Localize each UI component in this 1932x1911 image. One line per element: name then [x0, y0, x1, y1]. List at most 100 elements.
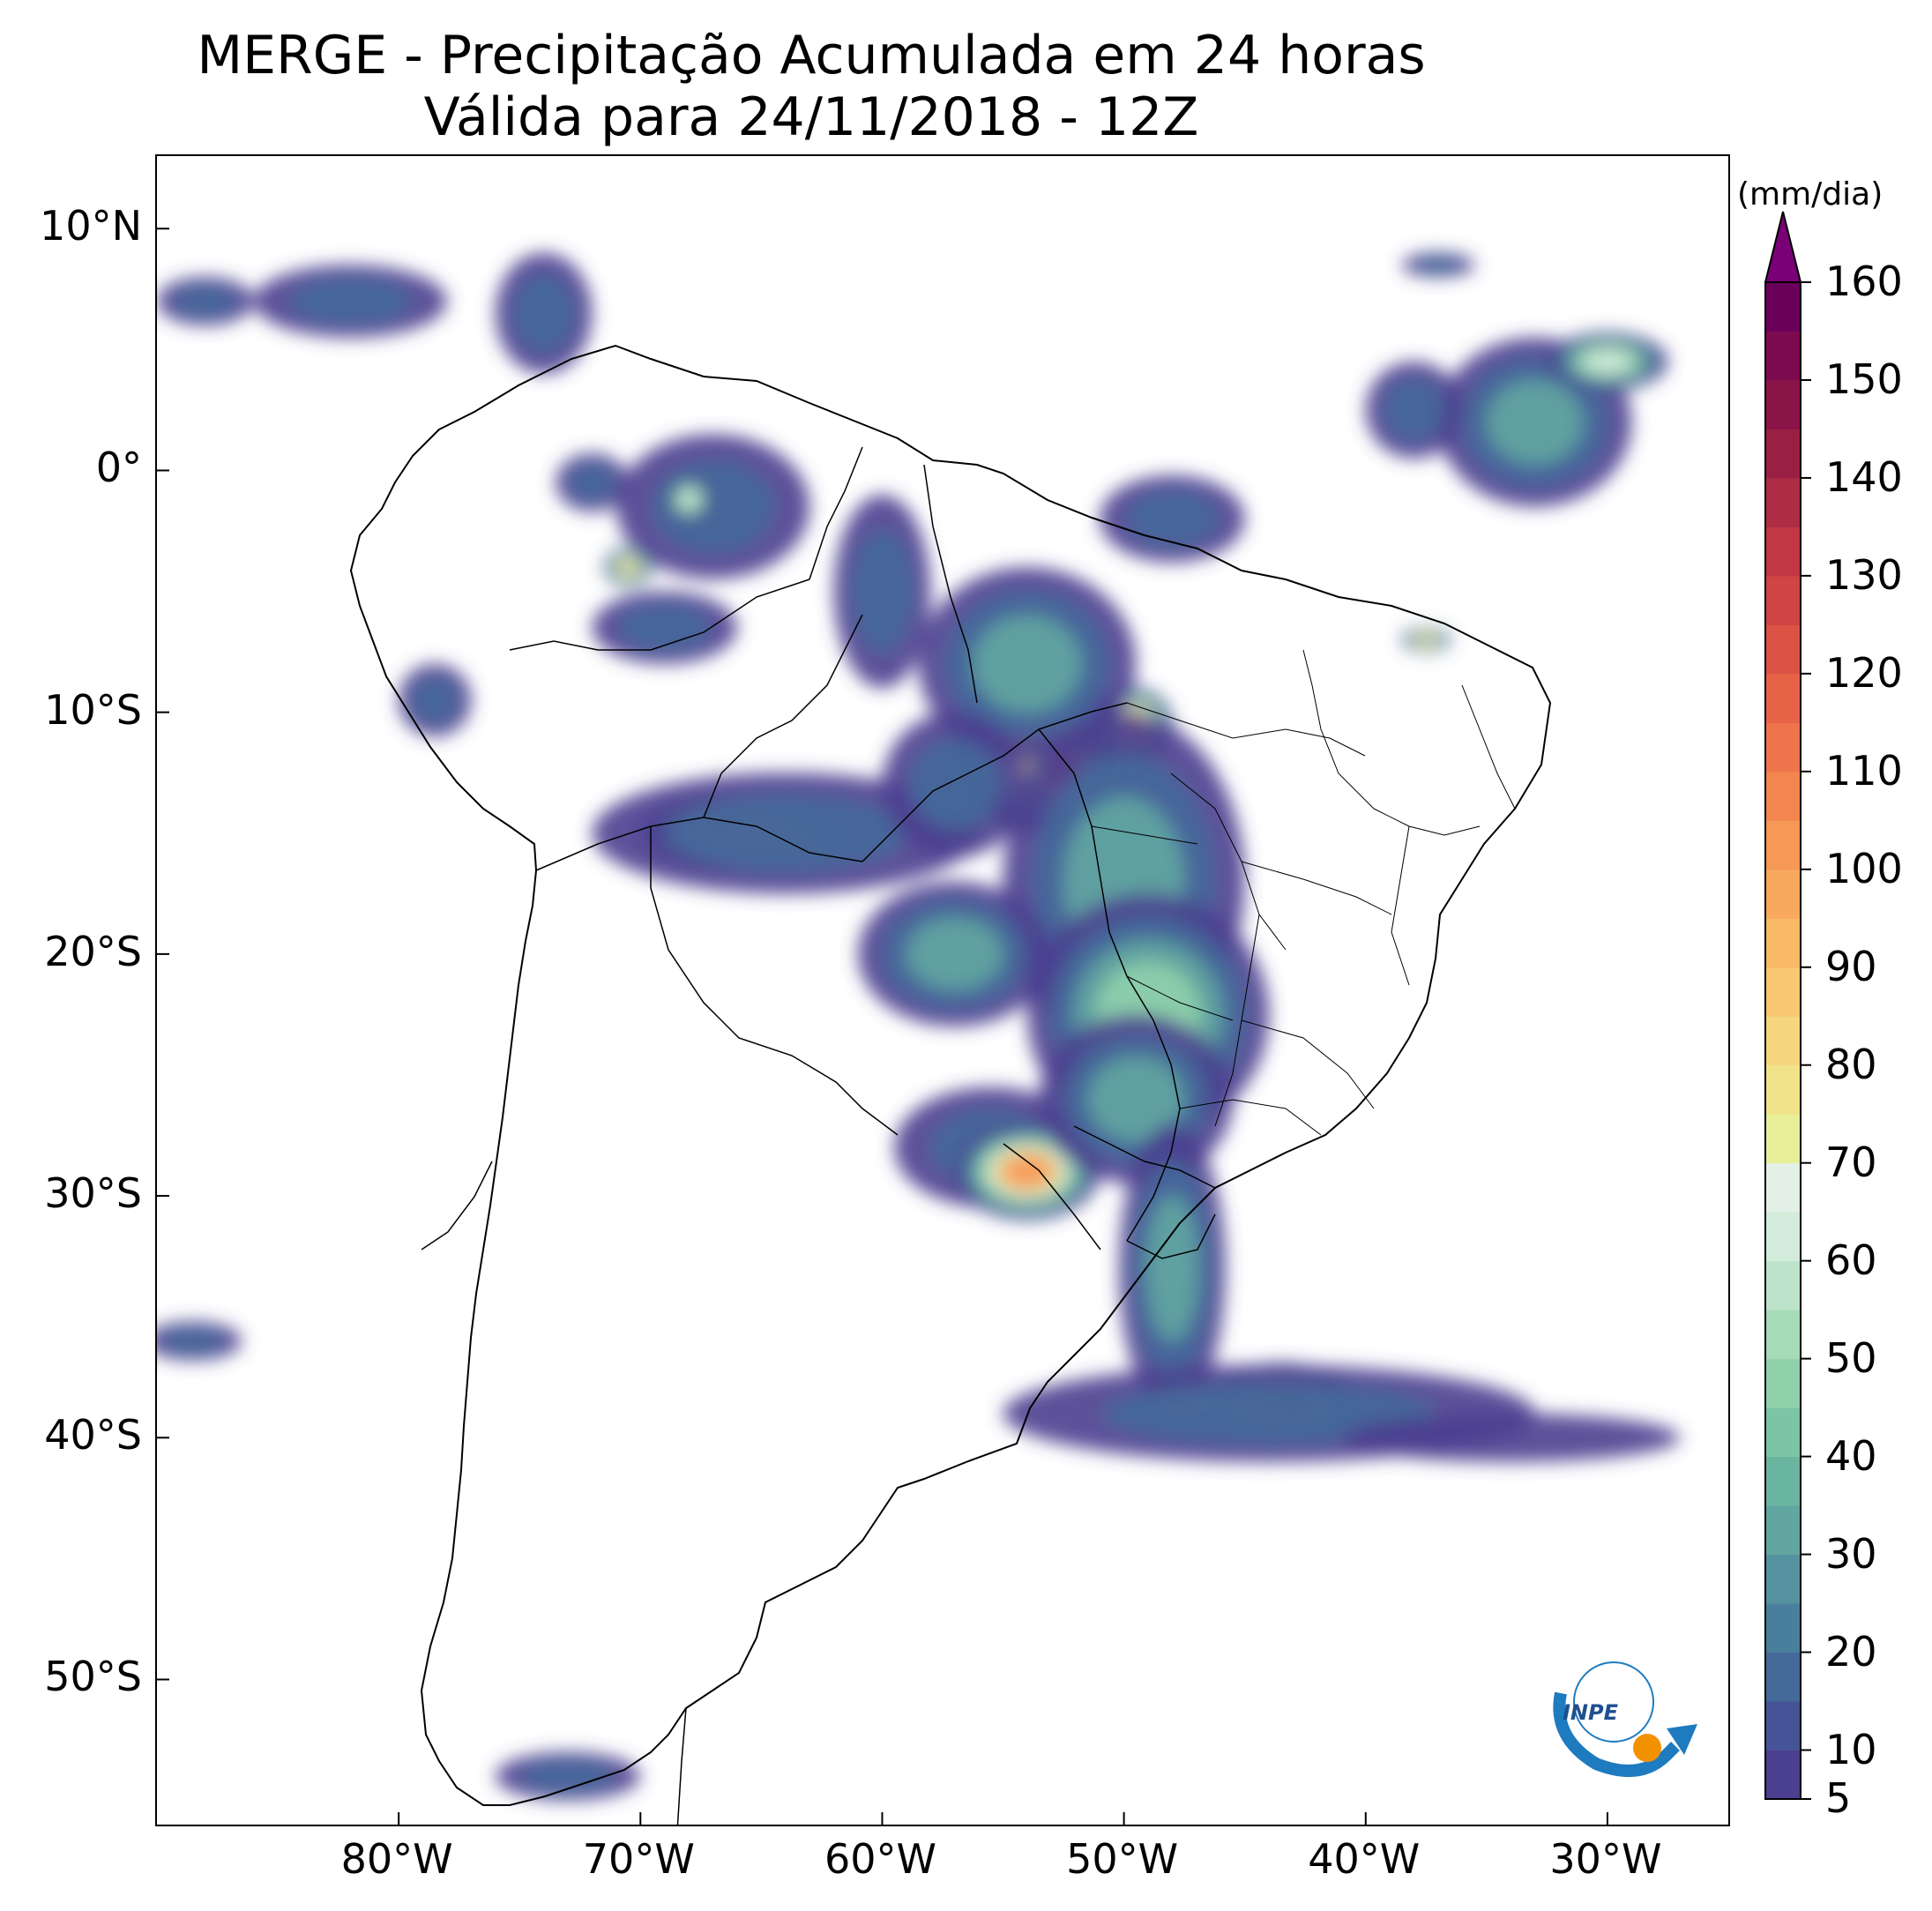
colorbar-band: [1765, 1358, 1801, 1408]
country-borders: [421, 446, 1216, 1825]
map-canvas[interactable]: [157, 156, 1728, 1825]
map-title: MERGE - Precipitação Acumulada em 24 hor…: [197, 25, 1426, 86]
colorbar-band: [1765, 673, 1801, 723]
colorbar-frame: [1764, 281, 1801, 1800]
precip-cell-37-level-15: [852, 531, 913, 653]
colorbar-band: [1765, 477, 1801, 527]
precip-cell-21-level-60: [679, 489, 699, 510]
colorbar-tick-label: 150: [1825, 355, 1903, 403]
colorbar-tick-label: 5: [1825, 1774, 1852, 1822]
colorbar-band: [1765, 429, 1801, 479]
precip-cell-29-level-15: [1384, 379, 1444, 441]
precip-cell-35-level-15: [522, 1761, 614, 1792]
colorbar-band: [1765, 526, 1801, 577]
precip-cell-9-level-30: [906, 917, 1003, 990]
lon-tick-label: 60°W: [824, 1835, 936, 1883]
precip-cell-14-level-30: [1145, 1196, 1199, 1341]
colorbar-tick-label: 70: [1825, 1138, 1877, 1186]
colorbar-band: [1765, 869, 1801, 919]
colorbar-tick-label: 80: [1825, 1040, 1877, 1088]
colorbar-band: [1765, 1064, 1801, 1115]
precip-cell-27-level-30: [1486, 379, 1584, 465]
lat-tick-label: 0°: [95, 444, 142, 492]
colorbar-band: [1765, 624, 1801, 675]
precip-cell-19-level-5: [1341, 1413, 1681, 1462]
precip-cell-36-level-15: [569, 464, 615, 501]
colorbar-band: [1765, 1310, 1801, 1360]
lon-tick-label: 70°W: [582, 1835, 695, 1883]
colorbar-band: [1765, 331, 1801, 381]
lat-tick-label: 40°S: [44, 1411, 142, 1459]
precip-cell-33-level-15: [412, 677, 458, 723]
precip-cell-8-level-15: [664, 795, 906, 871]
colorbar-tick-label: 160: [1825, 258, 1903, 305]
precip-cell-25-level-15: [289, 278, 411, 325]
axis-ticks: [157, 228, 1608, 1825]
map-panel[interactable]: [155, 154, 1730, 1826]
lon-tick-label: 50°W: [1066, 1835, 1179, 1883]
lat-tick-label: 20°S: [44, 927, 142, 975]
colorbar-tick-label: 90: [1825, 942, 1877, 990]
colorbar-band: [1765, 1750, 1801, 1800]
south-america-coastline: [349, 344, 1552, 1806]
precip-cell-32-level-80: [1417, 635, 1436, 645]
precip-cell-34-level-15: [162, 1328, 224, 1354]
colorbar-band: [1765, 722, 1801, 773]
colorbar-band: [1765, 1505, 1801, 1556]
lat-tick-label: 10°N: [40, 202, 142, 250]
precip-cell-31-level-15: [1127, 491, 1218, 547]
colorbar-band: [1765, 575, 1801, 625]
colorbar-band: [1765, 1114, 1801, 1164]
colorbar-band: [1765, 1016, 1801, 1066]
colorbar-band: [1765, 1407, 1801, 1458]
colorbar-band: [1765, 820, 1801, 870]
lat-tick-label: 10°S: [44, 685, 142, 734]
colorbar-bands: [1764, 211, 1811, 1800]
map-subtitle: Válida para 24/11/2018 - 12Z: [423, 86, 1199, 148]
colorbar-tick-label: 100: [1825, 844, 1903, 892]
precip-cell-12-level-100: [1001, 1154, 1054, 1190]
colorbar-band: [1765, 1260, 1801, 1310]
lon-tick-label: 40°W: [1308, 1835, 1421, 1883]
colorbar-tick-label: 60: [1825, 1235, 1877, 1284]
colorbar-tick-label: 10: [1825, 1725, 1877, 1773]
precip-cell-3-level-30: [973, 615, 1082, 713]
colorbar-tick-label: 20: [1825, 1627, 1877, 1676]
lat-tick-label: 50°S: [44, 1653, 142, 1701]
precip-cell-28-level-60: [1583, 349, 1632, 374]
colorbar-band: [1765, 1652, 1801, 1702]
colorbar-band: [1765, 967, 1801, 1017]
precip-cell-13-level-30: [1087, 1056, 1185, 1142]
colorbar-tick-label: 50: [1825, 1333, 1877, 1382]
colorbar-band: [1765, 1554, 1801, 1604]
lon-tick-label: 30°W: [1549, 1835, 1662, 1883]
precip-cell-18-level-15: [1102, 1383, 1436, 1444]
precipitation-field: [157, 252, 1681, 1801]
colorbar-band: [1765, 379, 1801, 429]
colorbar-tick-label: 40: [1825, 1431, 1877, 1480]
precip-cell-24-level-15: [513, 275, 574, 352]
colorbar-band: [1765, 1456, 1801, 1506]
colorbar-unit: (mm/dia): [1737, 176, 1884, 213]
colorbar-tick-label: 140: [1825, 452, 1903, 501]
colorbar-tick-label: 130: [1825, 550, 1903, 599]
lat-tick-label: 30°S: [44, 1169, 142, 1218]
logo-text: INPE: [1563, 1700, 1619, 1725]
colorbar-tick-label: 30: [1825, 1529, 1877, 1578]
colorbar-tick-label: 120: [1825, 648, 1903, 697]
colorbar-band: [1765, 771, 1801, 821]
precip-cell-38-level-15: [909, 739, 1001, 831]
precip-cell-26-level-15: [175, 286, 236, 317]
colorbar-band: [1765, 1701, 1801, 1751]
colorbar-tick-label: 110: [1825, 746, 1903, 795]
colorbar: [1764, 211, 1811, 1800]
precip-cell-23-level-15: [619, 604, 711, 651]
colorbar-band: [1765, 1212, 1801, 1262]
colorbar-band: [1765, 282, 1801, 332]
colorbar-band: [1765, 918, 1801, 968]
colorbar-band: [1765, 1162, 1801, 1213]
colorbar-band: [1765, 1603, 1801, 1653]
inpe-logo: INPE: [1553, 1661, 1697, 1777]
lon-tick-label: 80°W: [340, 1835, 453, 1883]
state-borders: [1091, 649, 1516, 1136]
